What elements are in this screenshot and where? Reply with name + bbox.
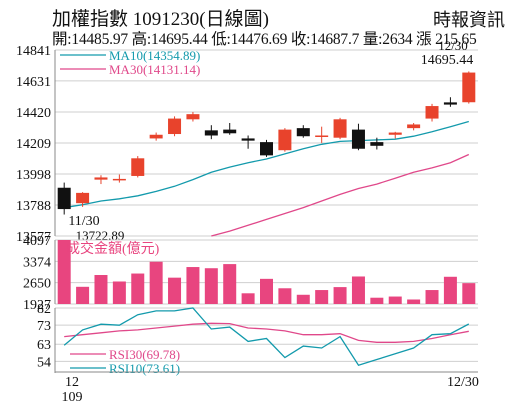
volume-bar xyxy=(131,273,145,304)
volume-bar xyxy=(112,281,126,304)
rsi-tick-label: 63 xyxy=(37,338,51,353)
rsi-line-10 xyxy=(63,307,470,366)
rsi-legend-label: RSI30(69.78) xyxy=(109,347,180,362)
rsi-tick-label: 54 xyxy=(37,355,51,370)
ohlc-stats: 開:14485.97 高:14695.44 低:14476.69 收:14687… xyxy=(52,31,477,48)
volume-bar xyxy=(296,294,310,304)
candle-body xyxy=(223,129,237,134)
candle-body xyxy=(57,187,71,210)
high-date-label: 12/30 xyxy=(438,38,468,53)
x-tick-label: 12 xyxy=(65,375,79,390)
volume-bar xyxy=(462,283,476,304)
low-date-label: 11/30 xyxy=(68,214,99,229)
candle-body xyxy=(168,118,182,135)
volume-tick-label: 1927 xyxy=(23,298,51,313)
price-tick-label: 14631 xyxy=(16,75,51,90)
volume-bar xyxy=(241,293,255,304)
candle-body xyxy=(370,142,384,146)
candle-body xyxy=(241,138,255,141)
x-tick-label: 109 xyxy=(62,390,83,405)
price-tick-label: 14841 xyxy=(16,44,51,59)
source-label: 時報資訊 xyxy=(433,10,505,30)
candle-body xyxy=(407,124,421,129)
volume-bar xyxy=(204,268,218,304)
volume-tick-label: 2650 xyxy=(23,277,51,292)
rsi-tick-label: 82 xyxy=(37,302,51,317)
rsi-line-30 xyxy=(64,322,469,343)
price-tick-label: 13788 xyxy=(16,199,51,214)
volume-bar xyxy=(168,277,182,304)
candle-body xyxy=(278,129,292,151)
volume-bar xyxy=(443,276,457,304)
candle-body xyxy=(296,128,310,137)
volume-bar xyxy=(315,290,329,304)
candle-body xyxy=(443,102,457,105)
volume-bar xyxy=(186,267,200,304)
price-tick-label: 14420 xyxy=(16,106,51,121)
low-value-label: 13722.89 xyxy=(76,228,125,243)
rsi-legend-label: RSI10(73.61) xyxy=(109,361,180,376)
price-tick-label: 13998 xyxy=(16,168,51,183)
legend-label: MA10(14354.89) xyxy=(109,48,200,63)
legend-label: MA30(14131.14) xyxy=(109,62,200,77)
volume-bar xyxy=(149,261,163,304)
candle-body xyxy=(351,129,365,149)
candle-body xyxy=(204,130,218,136)
candle-body xyxy=(131,158,145,176)
volume-bar xyxy=(407,299,421,304)
volume-bar xyxy=(388,296,402,304)
x-tick-label: 12/30 xyxy=(447,375,479,390)
volume-bar xyxy=(370,297,384,304)
candle-body xyxy=(315,135,329,137)
volume-bar xyxy=(278,288,292,304)
chart-title: 加權指數 1091230(日線圖) xyxy=(52,9,269,30)
volume-tick-label: 3374 xyxy=(23,255,51,270)
volume-bar xyxy=(333,287,347,304)
high-value-label: 14695.44 xyxy=(421,53,474,68)
candle-body xyxy=(425,106,439,119)
candle-body xyxy=(112,178,126,181)
candle-body xyxy=(388,132,402,135)
volume-bar xyxy=(351,276,365,304)
rsi-tick-label: 73 xyxy=(37,319,51,334)
volume-bar xyxy=(223,264,237,304)
volume-tick-label: 4097 xyxy=(23,234,51,249)
volume-bar xyxy=(57,240,71,304)
volume-bar xyxy=(76,286,90,304)
candle-body xyxy=(260,142,273,156)
volume-bar xyxy=(425,290,439,304)
candle-body xyxy=(462,72,476,103)
volume-bar xyxy=(260,278,273,304)
candle-body xyxy=(149,134,163,139)
price-tick-label: 13577 xyxy=(16,230,51,245)
price-tick-label: 14209 xyxy=(16,137,51,152)
candle-body xyxy=(76,192,90,204)
volume-title: 成交金額(億元) xyxy=(66,240,160,257)
ma30-line xyxy=(211,153,470,237)
ma10-line xyxy=(64,120,469,209)
candle-body xyxy=(94,177,108,180)
candle-body xyxy=(333,119,347,138)
volume-bar xyxy=(94,275,108,304)
candle-body xyxy=(186,114,200,120)
